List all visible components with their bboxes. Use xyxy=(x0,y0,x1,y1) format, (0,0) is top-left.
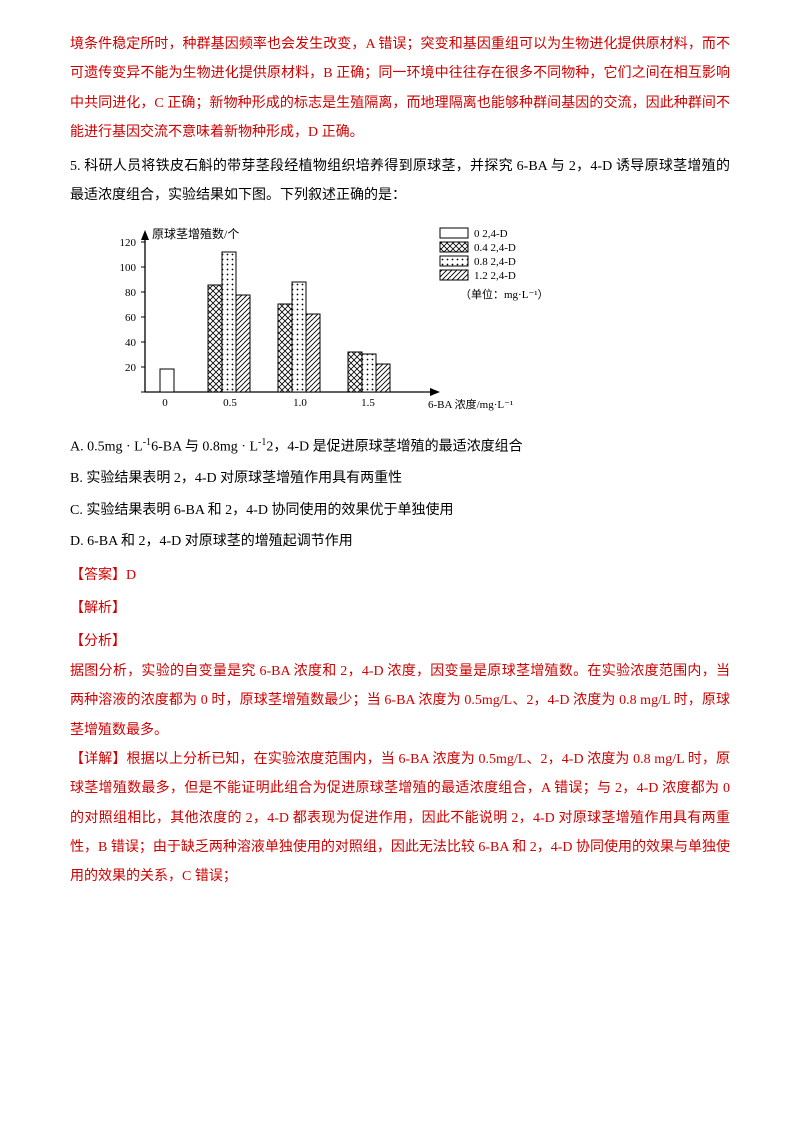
bar-15-cross xyxy=(348,352,362,392)
bar-05-diag xyxy=(236,295,250,392)
svg-text:60: 60 xyxy=(125,312,137,324)
y-axis-ticks: 20 40 60 80 100 120 xyxy=(120,237,146,392)
bar-15-diag xyxy=(376,364,390,392)
svg-text:20: 20 xyxy=(125,362,137,374)
fenxi-label: 【分析】 xyxy=(70,627,730,656)
y-axis-label: 原球茎增殖数/个 xyxy=(152,226,239,241)
svg-text:100: 100 xyxy=(120,262,137,274)
bar-05-cross xyxy=(208,285,222,392)
svg-text:40: 40 xyxy=(125,337,137,349)
answer-line: 【答案】D xyxy=(70,561,730,590)
option-b: B. 实验结果表明 2，4-D 对原球茎增殖作用具有两重性 xyxy=(70,464,730,493)
bar-10-cross xyxy=(278,304,292,392)
svg-text:80: 80 xyxy=(125,287,137,299)
question-5-stem: 5. 科研人员将铁皮石斛的带芽茎段经植物组织培养得到原球茎，并探究 6-BA 与… xyxy=(70,152,730,211)
prev-answer-continuation: 境条件稳定所时，种群基因频率也会发生改变，A 错误；突变和基因重组可以为生物进化… xyxy=(70,30,730,148)
svg-text:0 2,4-D: 0 2,4-D xyxy=(474,228,508,240)
fenxi-text: 据图分析，实验的自变量是究 6-BA 浓度和 2，4-D 浓度，因变量是原球茎增… xyxy=(70,657,730,745)
bar-10-dots xyxy=(292,282,306,392)
svg-text:0.8 2,4-D: 0.8 2,4-D xyxy=(474,256,516,268)
option-d: D. 6-BA 和 2，4-D 对原球茎的增殖起调节作用 xyxy=(70,527,730,556)
option-a: A. 0.5mg · L-16-BA 与 0.8mg · L-12，4-D 是促… xyxy=(70,432,730,462)
bar-10-diag xyxy=(306,314,320,392)
detail-text: 【详解】根据以上分析已知，在实验浓度范围内，当 6-BA 浓度为 0.5mg/L… xyxy=(70,745,730,892)
svg-text:0: 0 xyxy=(162,397,168,409)
svg-text:0.5: 0.5 xyxy=(223,397,237,409)
svg-text:1.2 2,4-D: 1.2 2,4-D xyxy=(474,270,516,282)
bar-0-none xyxy=(160,369,174,392)
x-axis-ticks: 0 0.5 1.0 1.5 6-BA 浓度/mg·L⁻¹ xyxy=(162,397,513,411)
bar-05-dots xyxy=(222,252,236,392)
svg-text:0.4 2,4-D: 0.4 2,4-D xyxy=(474,242,516,254)
option-c: C. 实验结果表明 6-BA 和 2，4-D 协同使用的效果优于单独使用 xyxy=(70,496,730,525)
svg-text:120: 120 xyxy=(120,237,137,249)
bar-chart: 20 40 60 80 100 120 原球茎增殖数/个 0 0.5 1.0 1… xyxy=(90,222,570,422)
analysis-label: 【解析】 xyxy=(70,594,730,623)
bar-15-dots xyxy=(362,354,376,392)
chart-legend: 0 2,4-D 0.4 2,4-D 0.8 2,4-D 1.2 2,4-D （单… xyxy=(440,228,549,301)
svg-text:1.5: 1.5 xyxy=(361,397,375,409)
svg-text:（单位：mg·L⁻¹）: （单位：mg·L⁻¹） xyxy=(460,287,549,301)
svg-text:6-BA 浓度/mg·L⁻¹: 6-BA 浓度/mg·L⁻¹ xyxy=(428,397,513,411)
svg-text:1.0: 1.0 xyxy=(293,397,307,409)
